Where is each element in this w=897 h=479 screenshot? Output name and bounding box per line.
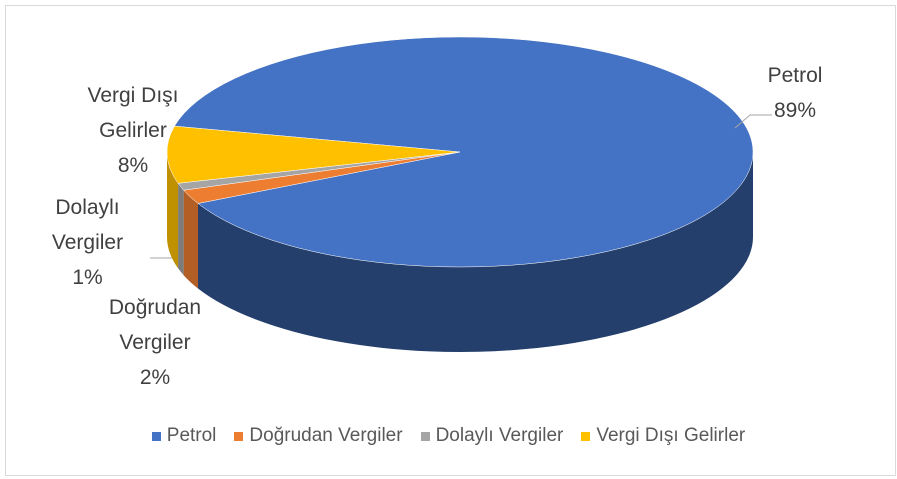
legend-item: Petrol [151,425,217,447]
pie-sides [167,152,753,353]
data-label-value: 2% [139,366,171,389]
data-label: Dolaylı Vergiler 1% [30,190,145,295]
slice-side [167,152,179,269]
slice-side [198,152,753,353]
data-label-value: 8% [117,154,149,177]
data-label: Vergi Dışı Gelirler 8% [63,78,203,183]
legend-swatch [151,431,161,441]
legend: Petrol Doğrudan Vergiler Dolaylı Vergiler V… [0,425,897,447]
pie [166,36,754,353]
slice [166,125,461,184]
legend-item: Dolaylı Vergiler [420,425,564,447]
legend-label: Petrol [166,425,217,446]
data-label-name: Doğrudan Vergiler [108,296,202,354]
data-label: Petrol 89% [755,58,835,128]
leader-line [734,114,772,129]
slice [174,36,754,268]
legend-label: Doğrudan Vergiler [249,425,403,446]
data-label: Doğrudan Vergiler 2% [95,290,215,395]
data-label-name: Dolaylı Vergiler [51,196,124,254]
slice-side [183,190,199,289]
legend-label: Vergi Dışı Gelirler [596,425,746,446]
slice-side [178,183,184,276]
legend-item: Doğrudan Vergiler [234,425,403,447]
legend-swatch [581,431,591,441]
data-label-value: 89% [773,99,817,122]
data-label-name: Petrol [767,64,823,87]
legend-item: Vergi Dışı Gelirler [581,425,745,447]
chart-border [5,5,896,476]
legend-label: Dolaylı Vergiler [435,425,564,446]
data-label-name: Vergi Dışı Gelirler [87,84,179,142]
legend-swatch [234,431,244,441]
legend-swatch [420,431,430,441]
data-label-value: 1% [72,266,103,289]
